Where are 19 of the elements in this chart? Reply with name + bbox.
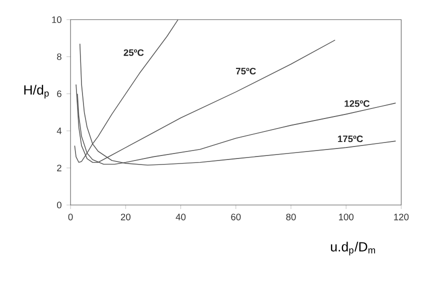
x-tick-label: 40 (176, 214, 186, 220)
y-tick-label: 6 (57, 90, 62, 98)
y-tick-label: 0 (56, 202, 62, 208)
y-tick-label: 10 (52, 16, 62, 23)
x-tick-label: 80 (286, 214, 296, 220)
x-tick-label: 120 (394, 214, 409, 220)
series-label: 75ºC (236, 68, 256, 74)
series-label: 125ºC (344, 100, 370, 107)
y-tick-label: 8 (57, 53, 62, 60)
x-tick-label: 0 (68, 214, 73, 220)
y-tick-label: 4 (56, 128, 62, 134)
x-tick-label: 20 (120, 214, 130, 220)
x-tick-label: 100 (339, 214, 354, 220)
x-axis-title: u.d$_{p}$/D$_{m}$ (330, 242, 375, 256)
y-axis-title: H/d$_{p}$ (24, 84, 49, 98)
series-label: 25ºC (124, 49, 144, 56)
x-tick-label: 60 (231, 214, 241, 220)
series-label: 175ºC (338, 136, 363, 142)
y-tick-label: 2 (57, 164, 62, 172)
